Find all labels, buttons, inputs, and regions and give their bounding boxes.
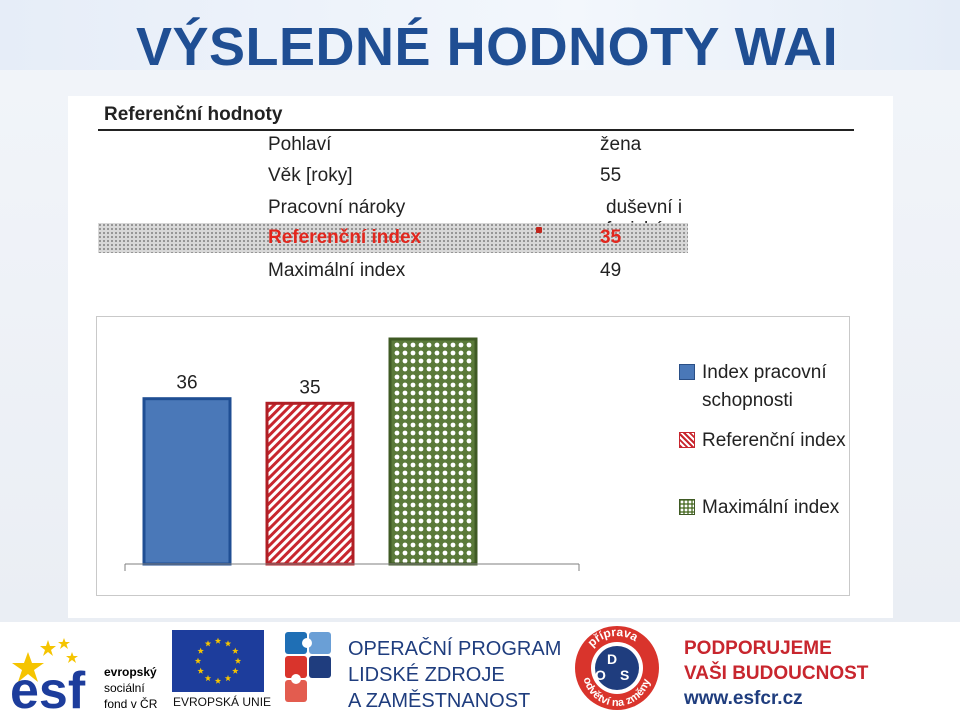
legend-swatch-maximum xyxy=(679,499,695,515)
eu-star-icon xyxy=(214,677,222,684)
eu-label: EVROPSKÁ UNIE xyxy=(173,695,272,709)
legend-item-reference: Referenční index xyxy=(702,430,846,451)
reference-row-demands: Pracovní nároky duševní i fyzické xyxy=(98,193,688,240)
eu-star-icon xyxy=(204,640,212,647)
eu-star-icon xyxy=(194,657,202,664)
ods-letter: D xyxy=(607,651,617,667)
ods-badge-icon: příprava odvětví na změny D O S xyxy=(575,625,659,710)
eu-star-icon xyxy=(232,667,239,674)
program-name: OPERAČNÍ PROGRAM LIDSKÉ ZDROJE A ZAMĚSTN… xyxy=(348,636,561,714)
esf-logo: esf xyxy=(10,638,86,710)
esf-mark: esf xyxy=(10,662,86,710)
legend-label-line: Index pracovní xyxy=(702,362,827,383)
eu-stars-icon xyxy=(194,637,242,684)
reference-row-value: žena xyxy=(600,134,642,155)
esf-line: evropský xyxy=(104,665,157,679)
reference-row-value: 55 xyxy=(600,165,622,186)
reference-row-label: Maximální index xyxy=(268,260,406,281)
bar-work-ability-index xyxy=(142,397,232,566)
slide-title: VÝSLEDNÉ HODNOTY WAI xyxy=(136,17,839,77)
footer-logos: esf evropský sociální fond v ČR EVROPSKÁ… xyxy=(0,622,960,716)
ods-letter: S xyxy=(620,667,629,683)
program-line: A ZAMĚSTNANOST xyxy=(348,690,531,712)
reference-row-label: Pracovní nároky xyxy=(268,197,406,218)
esf-caption: evropský sociální fond v ČR xyxy=(104,664,157,712)
slogan: PODPORUJEME VAŠI BUDOUCNOST www.esfcr.cz xyxy=(684,636,868,711)
slogan-line: VAŠI BUDOUCNOST xyxy=(684,663,869,684)
slogan-line: PODPORUJEME xyxy=(684,638,832,659)
eu-star-icon xyxy=(224,674,232,682)
reference-row-age: Věk [roky] 55 xyxy=(98,161,688,191)
esf-line: fond v ČR xyxy=(104,697,158,711)
legend-label-line: schopnosti xyxy=(702,390,793,411)
reference-row-value: 49 xyxy=(600,260,622,281)
marker-dot xyxy=(536,227,542,233)
reference-row-sex: Pohlaví žena xyxy=(98,130,688,160)
reference-row-label: Věk [roky] xyxy=(268,165,353,186)
bar-reference-index xyxy=(265,401,355,566)
reference-row-max-index: Maximální index 49 xyxy=(98,256,688,286)
legend-swatch-reference xyxy=(679,432,695,448)
eu-star-icon xyxy=(204,674,212,682)
legend-item-work-ability: Index pracovní schopnosti xyxy=(702,359,827,415)
eu-star-icon xyxy=(224,640,232,647)
bar-maximum-index xyxy=(388,337,478,566)
content-panel: Referenční hodnoty Pohlaví žena Věk [rok… xyxy=(68,96,893,618)
reference-row-label: Pohlaví xyxy=(268,134,332,155)
legend-swatch-work-ability xyxy=(679,364,695,380)
legend-item-maximum: Maximální index xyxy=(702,497,840,518)
reference-table-divider xyxy=(98,129,854,131)
reference-row-value: 35 xyxy=(600,227,622,248)
bar-chart-svg: 36 35 xyxy=(124,337,580,571)
eu-star-icon xyxy=(214,637,222,644)
title-band xyxy=(0,0,960,70)
eu-star-icon xyxy=(197,667,204,674)
program-line: LIDSKÉ ZDROJE xyxy=(348,664,505,686)
website-link[interactable]: www.esfcr.cz xyxy=(684,688,803,709)
esf-line: sociální xyxy=(104,681,145,695)
bar-data-label: 36 xyxy=(176,373,197,394)
program-line: OPERAČNÍ PROGRAM xyxy=(348,638,562,660)
oplzz-puzzle-icon xyxy=(285,632,331,702)
eu-star-icon xyxy=(234,657,242,664)
reference-table-title: Referenční hodnoty xyxy=(104,104,283,125)
bar-chart: 36 35 Index pracovní schopnosti Referenčn… xyxy=(96,316,850,596)
ods-letter: O xyxy=(595,667,606,683)
reference-row-label: Referenční index xyxy=(268,227,422,248)
eu-star-icon xyxy=(232,647,239,654)
bar-data-label: 35 xyxy=(299,377,320,398)
eu-flag xyxy=(172,630,264,692)
reference-row-reference-index: Referenční index 35 xyxy=(98,223,688,253)
eu-star-icon xyxy=(197,647,204,654)
